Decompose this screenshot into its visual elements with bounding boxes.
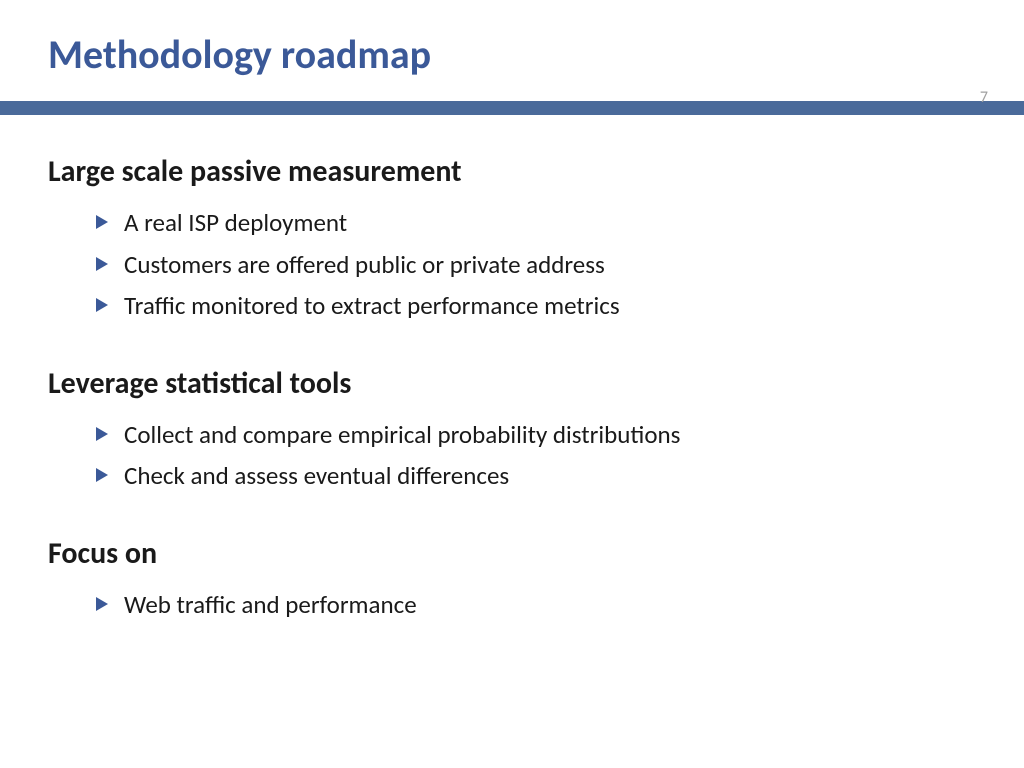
bullet-item: Traffic monitored to extract performance… xyxy=(96,287,976,325)
title-divider xyxy=(0,101,1024,115)
section-heading: Leverage statistical tools xyxy=(48,365,976,402)
page-number: 7 xyxy=(980,88,988,107)
bullet-list: Web traffic and performance xyxy=(48,586,976,624)
bullet-item: A real ISP deployment xyxy=(96,204,976,242)
section-3: Focus on Web traffic and performance xyxy=(48,535,976,624)
bullet-item: Check and assess eventual differences xyxy=(96,457,976,495)
section-heading: Focus on xyxy=(48,535,976,572)
section-heading: Large scale passive measurement xyxy=(48,153,976,190)
section-1: Large scale passive measurement A real I… xyxy=(48,153,976,325)
bullet-item: Customers are offered public or private … xyxy=(96,246,976,284)
slide-content: Large scale passive measurement A real I… xyxy=(0,115,1024,623)
slide-title: Methodology roadmap xyxy=(0,0,1024,79)
bullet-list: A real ISP deployment Customers are offe… xyxy=(48,204,976,325)
bullet-list: Collect and compare empirical probabilit… xyxy=(48,416,976,495)
bullet-item: Web traffic and performance xyxy=(96,586,976,624)
section-2: Leverage statistical tools Collect and c… xyxy=(48,365,976,495)
bullet-item: Collect and compare empirical probabilit… xyxy=(96,416,976,454)
